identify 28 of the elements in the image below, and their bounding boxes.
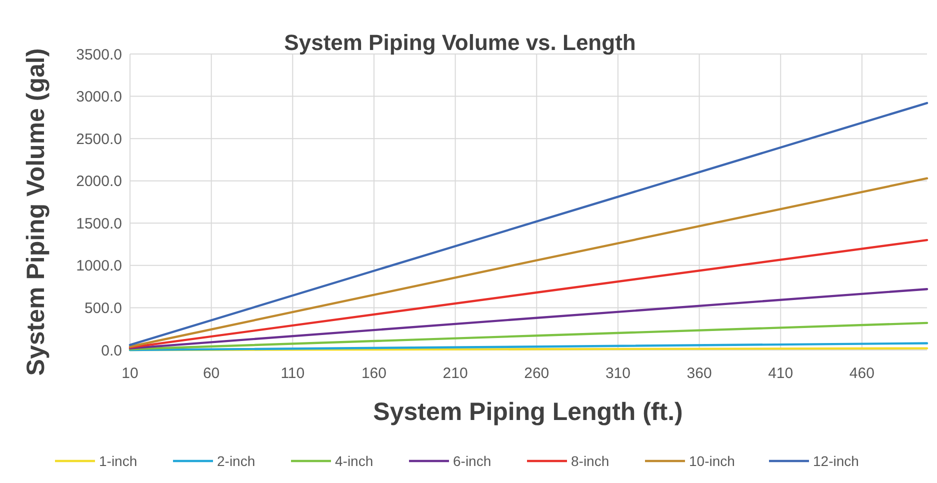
x-tick-label: 110 xyxy=(280,365,305,382)
legend-label: 8-inch xyxy=(571,452,610,469)
y-tick-label: 1000.0 xyxy=(76,258,122,275)
legend-label: 1-inch xyxy=(99,452,138,469)
y-tick-label: 500.0 xyxy=(84,300,122,317)
x-axis-title: System Piping Length (ft.) xyxy=(373,398,683,426)
legend-label: 2-inch xyxy=(217,452,256,469)
x-tick-label: 160 xyxy=(361,365,386,382)
x-tick-label: 10 xyxy=(122,365,138,382)
x-tick-label: 410 xyxy=(768,365,794,382)
y-tick-label: 0.0 xyxy=(101,342,122,360)
y-tick-label: 1500.0 xyxy=(76,215,122,232)
y-axis-title: System Piping Volume (gal) xyxy=(22,48,50,376)
legend-label: 12-inch xyxy=(813,452,859,469)
legend-label: 10-inch xyxy=(689,452,735,469)
x-tick-label: 60 xyxy=(202,365,220,382)
y-tick-label: 3000.0 xyxy=(76,88,122,106)
x-tick-label: 210 xyxy=(442,365,468,382)
x-tick-label: 260 xyxy=(524,365,550,382)
y-tick-label: 3500.0 xyxy=(76,46,122,64)
x-tick-label: 360 xyxy=(686,365,712,382)
y-tick-label: 2000.0 xyxy=(76,173,122,190)
legend-label: 6-inch xyxy=(453,452,492,469)
legend-label: 4-inch xyxy=(335,452,374,469)
x-tick-label: 460 xyxy=(849,365,874,382)
y-tick-label: 2500.0 xyxy=(76,130,122,148)
chart-title: System Piping Volume vs. Length xyxy=(284,30,636,55)
x-tick-label: 310 xyxy=(605,365,630,382)
